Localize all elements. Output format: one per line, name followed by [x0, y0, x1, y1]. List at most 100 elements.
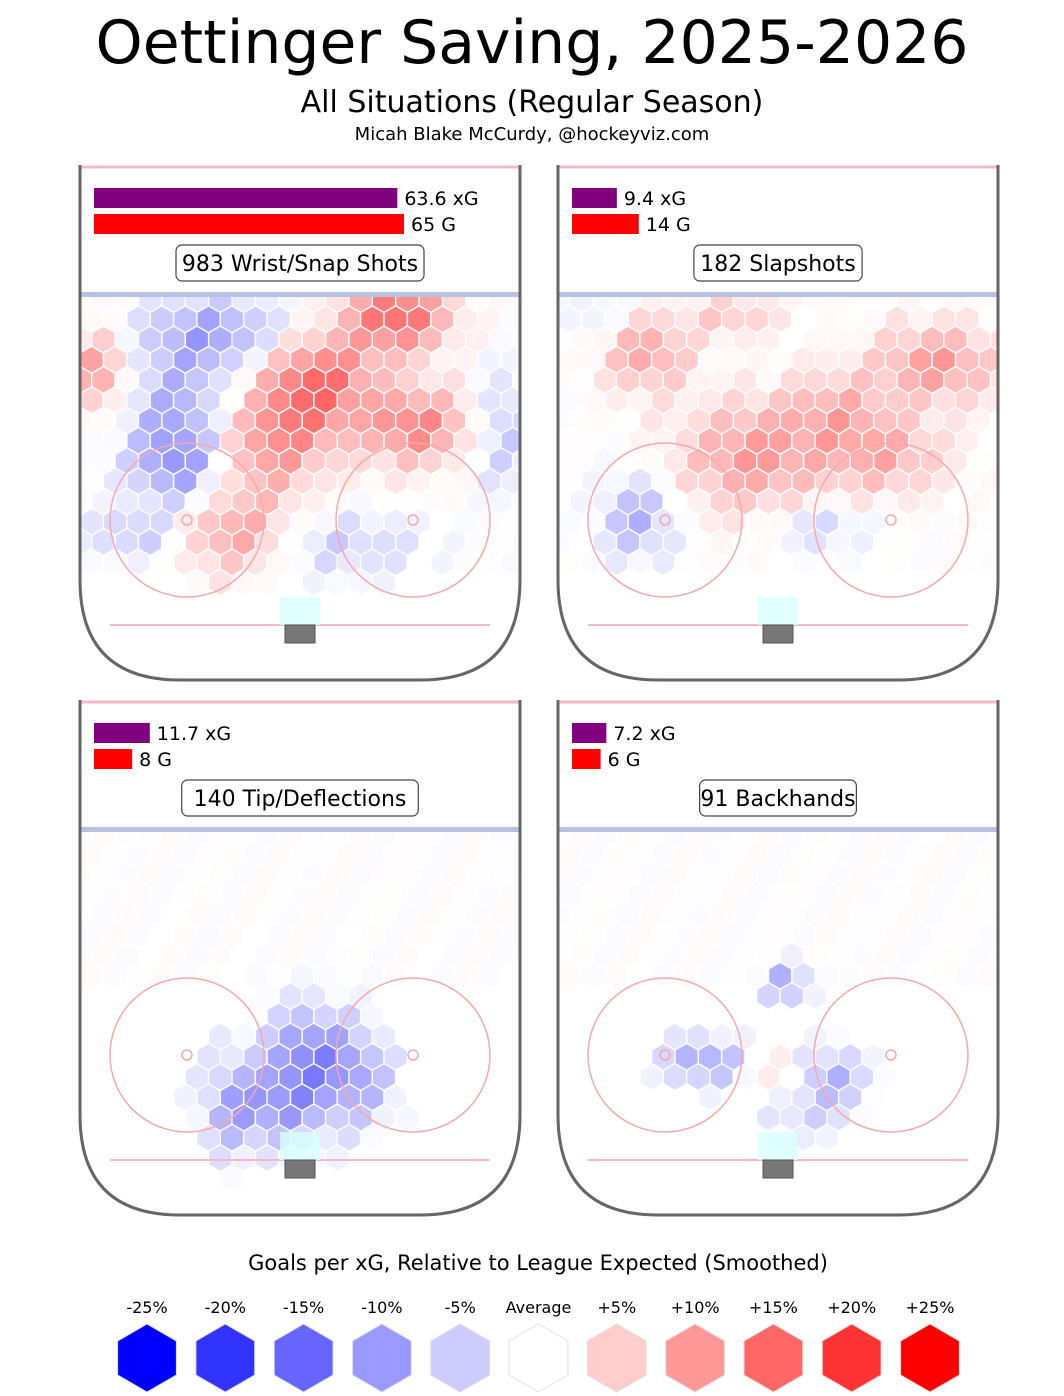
legend-swatch — [821, 1323, 882, 1393]
heat-hex — [255, 942, 279, 969]
heat-hex — [348, 326, 373, 353]
heat-hex — [115, 830, 139, 848]
heat-hex — [454, 305, 478, 333]
heat-hex — [419, 861, 443, 888]
heat-hex — [581, 386, 605, 414]
heat-hex — [115, 366, 139, 394]
heat-hex — [290, 840, 314, 868]
heat-hex — [197, 1083, 221, 1111]
heat-hex — [569, 528, 593, 556]
heat-hex — [908, 346, 933, 374]
heat-hex — [756, 861, 780, 888]
heat-hex — [126, 508, 150, 536]
heat-hex — [967, 830, 991, 848]
heat-hex — [197, 1124, 221, 1152]
heat-hex — [978, 305, 998, 333]
faceoff-dot — [407, 1049, 419, 1061]
heat-hex — [477, 921, 501, 949]
heat-hex — [267, 305, 291, 333]
heat-hex — [500, 386, 520, 414]
heat-hex — [430, 305, 455, 333]
heat-hex — [768, 840, 792, 868]
heat-hex — [115, 901, 139, 929]
heat-hex — [908, 881, 933, 909]
heat-hex — [721, 305, 745, 333]
heat-hex — [815, 508, 839, 536]
heat-hex — [454, 962, 478, 990]
heat-hex — [500, 305, 520, 333]
legend-label: +20% — [827, 1298, 876, 1317]
heat-hex — [255, 901, 279, 929]
heat-hex — [243, 881, 267, 909]
heat-hex — [850, 326, 874, 353]
heat-hex — [721, 386, 745, 414]
heat-hex — [815, 386, 839, 414]
heat-hex — [337, 840, 361, 868]
heat-hex — [197, 840, 221, 868]
heat-hex — [675, 467, 699, 495]
heat-hex — [337, 921, 361, 949]
heat-hex — [442, 528, 466, 556]
heat-hex — [173, 467, 197, 495]
heat-hex — [932, 386, 956, 414]
heat-hex — [126, 921, 150, 949]
heat-hex — [489, 366, 513, 394]
heat-hex — [803, 1023, 827, 1050]
heat-hex — [780, 295, 804, 313]
heat-hex — [419, 295, 443, 313]
heat-hex — [162, 407, 186, 434]
heat-hex — [126, 386, 150, 414]
heat-hex — [826, 861, 851, 888]
heat-hex — [897, 366, 921, 394]
heat-hex — [360, 548, 384, 576]
heat-hex — [838, 467, 862, 495]
heat-hex — [232, 528, 256, 556]
heat-hex — [768, 1043, 792, 1071]
heat-hex — [325, 295, 349, 313]
heat-hex — [780, 366, 804, 394]
heat-hex — [302, 447, 326, 475]
heat-hex — [419, 901, 443, 929]
heat-hex — [826, 942, 851, 969]
heat-hex — [173, 386, 197, 414]
heat-hex — [710, 1023, 734, 1050]
heat-hex — [525, 841, 548, 867]
shot-type-box — [699, 779, 858, 817]
heat-hex — [442, 942, 466, 969]
heat-hex — [1003, 841, 1025, 867]
heat-hex — [302, 830, 326, 848]
heat-hex — [745, 921, 769, 949]
heat-hex — [768, 305, 792, 333]
heat-hex — [348, 942, 373, 969]
heat-hex — [675, 1043, 699, 1071]
heat-hex — [372, 1063, 396, 1091]
heat-hex — [489, 861, 513, 888]
heat-hex — [91, 528, 115, 556]
heat-hex — [897, 528, 921, 556]
heat-hex — [243, 386, 267, 414]
heat-hex — [372, 488, 396, 515]
heat-hex — [616, 830, 640, 848]
heat-hex — [686, 1023, 710, 1050]
heat-hex — [162, 901, 186, 929]
chart-subtitle: All Situations (Regular Season) — [300, 85, 764, 120]
heat-hex — [792, 305, 816, 333]
heat-hex — [815, 346, 839, 374]
heat-hex — [838, 881, 862, 909]
heat-hex — [862, 1043, 886, 1071]
heat-hex — [826, 447, 851, 475]
heat-hex — [862, 467, 886, 495]
goal-net — [284, 624, 316, 644]
heat-hex — [477, 427, 501, 455]
heat-hex — [525, 509, 548, 535]
heat-hex — [803, 830, 827, 848]
heat-hex — [710, 942, 734, 969]
heat-hex — [325, 942, 349, 969]
heat-hex — [220, 386, 244, 414]
heat-hex — [686, 942, 710, 969]
heat-hex — [803, 901, 827, 929]
heat-hex — [348, 366, 373, 394]
heat-hex — [395, 326, 419, 353]
heat-hex — [604, 881, 628, 909]
heat-hex — [325, 447, 349, 475]
